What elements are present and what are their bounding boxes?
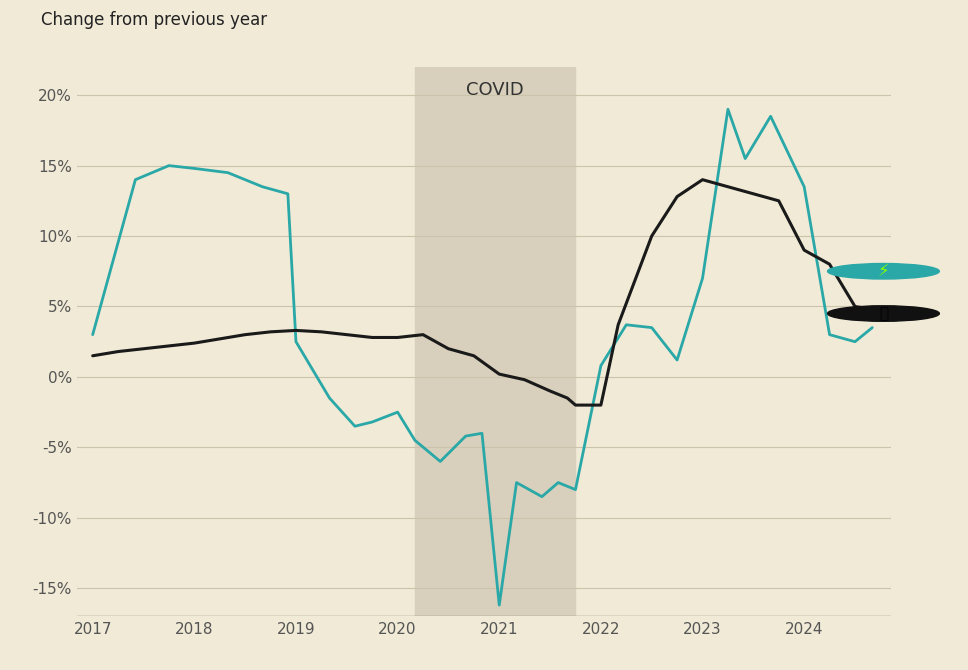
Text: 🍔: 🍔 [879, 306, 888, 321]
Bar [415, 67, 576, 616]
Circle shape [828, 263, 939, 279]
Circle shape [828, 306, 939, 322]
Text: Change from previous year: Change from previous year [41, 11, 267, 29]
Text: ⚡: ⚡ [878, 262, 890, 280]
Text: COVID: COVID [467, 81, 524, 99]
